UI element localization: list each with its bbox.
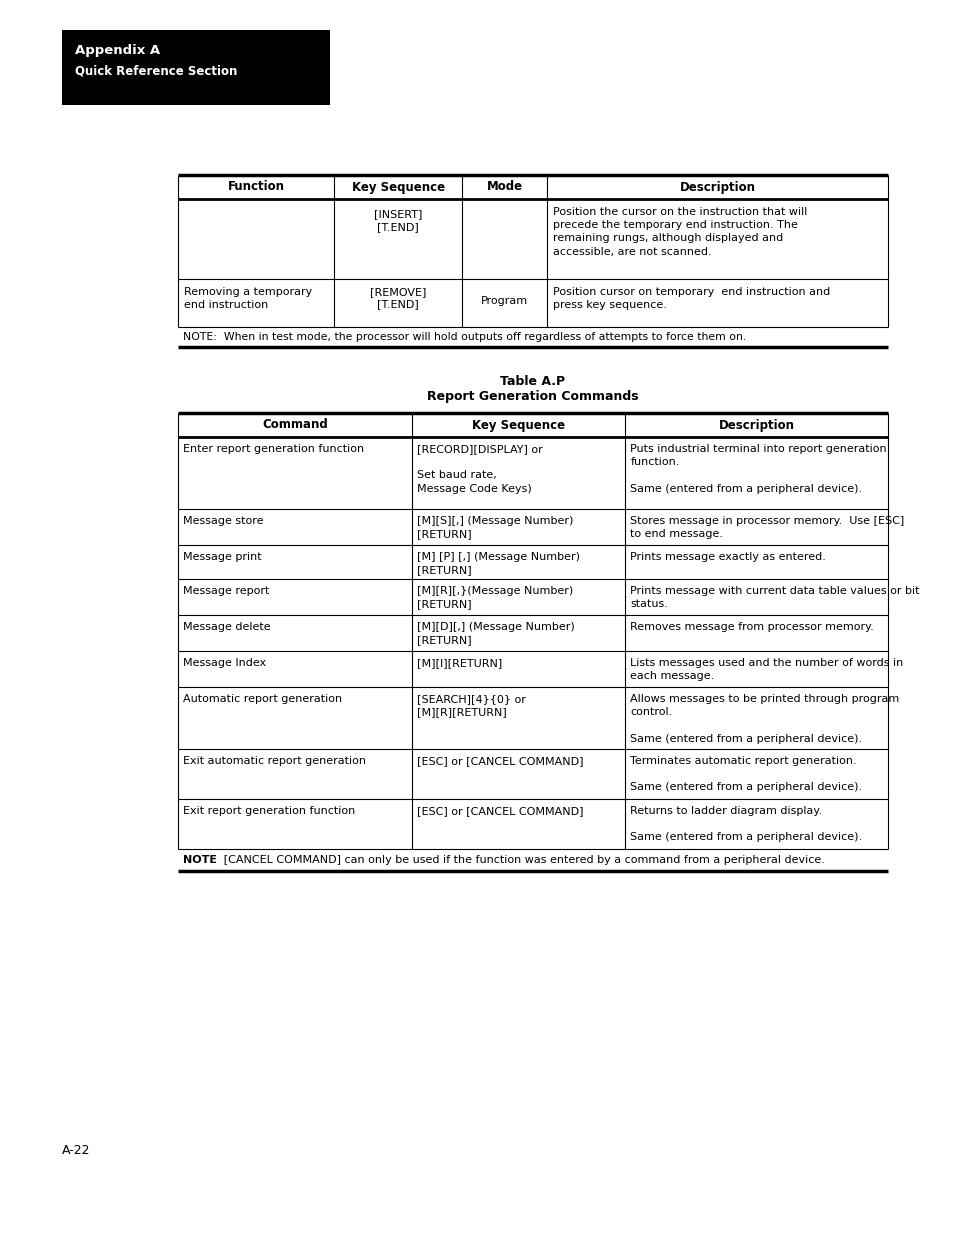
Text: [T.END]: [T.END] <box>376 222 418 232</box>
Text: [M][D][,] (Message Number)
[RETURN]: [M][D][,] (Message Number) [RETURN] <box>416 622 575 645</box>
Text: [INSERT]: [INSERT] <box>374 209 422 219</box>
Text: Message delete: Message delete <box>183 622 271 632</box>
Text: NOTE: NOTE <box>183 855 216 864</box>
Text: Program: Program <box>480 296 528 306</box>
Text: Command: Command <box>262 419 328 431</box>
Text: Returns to ladder diagram display.

Same (entered from a peripheral device).: Returns to ladder diagram display. Same … <box>630 806 862 842</box>
Text: Removing a temporary
end instruction: Removing a temporary end instruction <box>184 287 312 310</box>
Text: Message report: Message report <box>183 585 269 597</box>
Text: NOTE:  When in test mode, the processor will hold outputs off regardless of atte: NOTE: When in test mode, the processor w… <box>183 332 745 342</box>
Text: Message Index: Message Index <box>183 658 266 668</box>
Text: [ESC] or [CANCEL COMMAND]: [ESC] or [CANCEL COMMAND] <box>416 756 583 766</box>
Text: Key Sequence: Key Sequence <box>472 419 565 431</box>
Text: [ESC] or [CANCEL COMMAND]: [ESC] or [CANCEL COMMAND] <box>416 806 583 816</box>
Text: Terminates automatic report generation.

Same (entered from a peripheral device): Terminates automatic report generation. … <box>630 756 862 793</box>
Text: Allows messages to be printed through program
control.

Same (entered from a per: Allows messages to be printed through pr… <box>630 694 899 743</box>
Text: Description: Description <box>679 180 755 194</box>
Text: Message store: Message store <box>183 516 263 526</box>
Text: Mode: Mode <box>486 180 522 194</box>
Bar <box>62 30 330 105</box>
Text: Description: Description <box>718 419 794 431</box>
Text: [M] [P] [,] (Message Number)
[RETURN]: [M] [P] [,] (Message Number) [RETURN] <box>416 552 579 576</box>
Text: Message print: Message print <box>183 552 261 562</box>
Text: [T.END]: [T.END] <box>376 299 418 309</box>
Text: Appendix A: Appendix A <box>75 44 160 57</box>
Text: [M][R][,}(Message Number)
[RETURN]: [M][R][,}(Message Number) [RETURN] <box>416 585 573 609</box>
Text: Quick Reference Section: Quick Reference Section <box>75 65 237 78</box>
Text: :  [CANCEL COMMAND] can only be used if the function was entered by a command fr: : [CANCEL COMMAND] can only be used if t… <box>213 855 824 864</box>
Text: [M][S][,] (Message Number)
[RETURN]: [M][S][,] (Message Number) [RETURN] <box>416 516 573 540</box>
Text: [M][I][RETURN]: [M][I][RETURN] <box>416 658 502 668</box>
Text: A-22: A-22 <box>62 1144 91 1157</box>
Text: Prints message with current data table values or bit
status.: Prints message with current data table v… <box>630 585 919 609</box>
Text: Report Generation Commands: Report Generation Commands <box>427 390 639 403</box>
Text: Prints message exactly as entered.: Prints message exactly as entered. <box>630 552 825 562</box>
Text: Table A.P: Table A.P <box>500 375 565 388</box>
Text: Lists messages used and the number of words in
each message.: Lists messages used and the number of wo… <box>630 658 902 682</box>
Text: Key Sequence: Key Sequence <box>351 180 444 194</box>
Text: Position cursor on temporary  end instruction and
press key sequence.: Position cursor on temporary end instruc… <box>553 287 829 310</box>
Text: [REMOVE]: [REMOVE] <box>370 287 426 296</box>
Text: Function: Function <box>228 180 284 194</box>
Text: Automatic report generation: Automatic report generation <box>183 694 342 704</box>
Text: [SEARCH][4}{0} or
[M][R][RETURN]: [SEARCH][4}{0} or [M][R][RETURN] <box>416 694 526 718</box>
Text: Stores message in processor memory.  Use [ESC]
to end message.: Stores message in processor memory. Use … <box>630 516 903 540</box>
Text: [RECORD][DISPLAY] or

Set baud rate,
Message Code Keys): [RECORD][DISPLAY] or Set baud rate, Mess… <box>416 445 542 494</box>
Text: Exit report generation function: Exit report generation function <box>183 806 355 816</box>
Text: Enter report generation function: Enter report generation function <box>183 445 364 454</box>
Text: Puts industrial terminal into report generation
function.

Same (entered from a : Puts industrial terminal into report gen… <box>630 445 886 494</box>
Text: Position the cursor on the instruction that will
precede the temporary end instr: Position the cursor on the instruction t… <box>553 207 807 257</box>
Text: Removes message from processor memory.: Removes message from processor memory. <box>630 622 873 632</box>
Text: Exit automatic report generation: Exit automatic report generation <box>183 756 366 766</box>
